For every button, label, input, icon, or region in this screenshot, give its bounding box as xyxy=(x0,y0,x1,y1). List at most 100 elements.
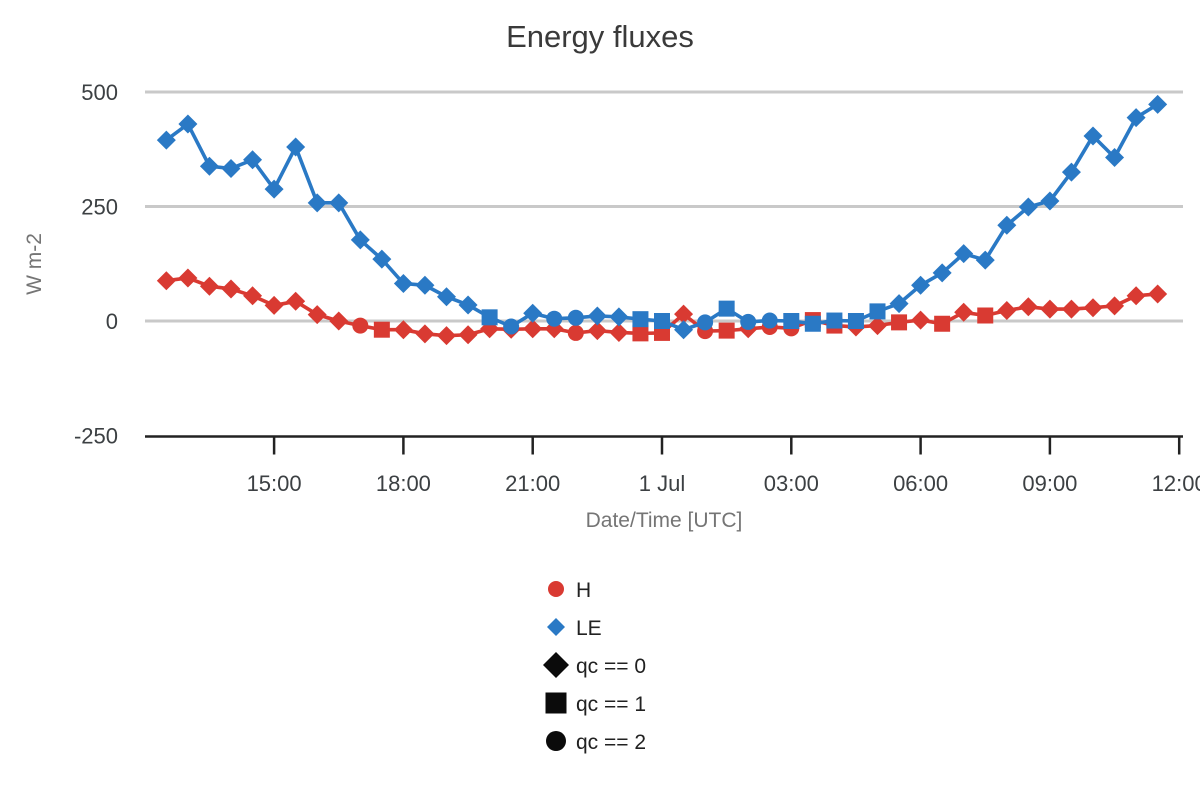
LE-point-10:00-qc0 xyxy=(1083,126,1103,146)
legend-item-qc-2: qc == 2 xyxy=(546,731,646,754)
LE-point-06:30-qc0 xyxy=(932,263,952,283)
LE-point-08:30-qc0 xyxy=(1018,197,1038,217)
H-point-09:00-qc0 xyxy=(1040,299,1060,319)
x-tick-label: 1 Jul xyxy=(639,471,685,496)
H-point-13:30-qc0 xyxy=(199,276,219,296)
y-tick-label: 250 xyxy=(81,195,118,220)
LE-point-20:30-qc2 xyxy=(503,318,520,335)
H-point-15:30-qc0 xyxy=(286,291,306,311)
H-point-15:00-qc0 xyxy=(264,295,284,315)
LE-point-14:30-qc0 xyxy=(243,150,263,170)
LE-point-05:30-qc0 xyxy=(889,294,909,314)
H-point-10:30-qc0 xyxy=(1105,296,1125,316)
y-tick-label: 500 xyxy=(81,80,118,105)
LE-point-18:00-qc0 xyxy=(393,273,413,293)
H-point-08:30-qc0 xyxy=(1018,297,1038,317)
x-tick-label: 15:00 xyxy=(247,471,302,496)
H-point-00:30-qc0 xyxy=(674,304,694,324)
legend-item-label: H xyxy=(576,579,591,602)
H-point-07:00-qc0 xyxy=(954,302,974,322)
LE-point-06:00-qc0 xyxy=(911,275,931,295)
H-point-17:00-qc2 xyxy=(352,317,369,334)
diamond-legend-marker-icon xyxy=(543,652,569,678)
LE-point-16:00-qc0 xyxy=(307,193,327,213)
H-point-07:30-qc1 xyxy=(977,307,994,324)
LE-point-07:00-qc0 xyxy=(954,244,974,264)
LE-point-02:00-qc2 xyxy=(740,313,757,330)
LE-point-13:00-qc0 xyxy=(178,114,198,134)
H-point-22:30-qc0 xyxy=(587,321,607,341)
LE-point-14:00-qc0 xyxy=(221,158,241,178)
H-point-23:00-qc0 xyxy=(609,322,629,342)
legend-item-label: LE xyxy=(576,617,602,640)
H-point-09:30-qc0 xyxy=(1061,299,1081,319)
legend-item-label: qc == 0 xyxy=(576,655,646,678)
H-point-01:30-qc1 xyxy=(718,322,735,339)
LE-point-21:00-qc0 xyxy=(523,303,543,323)
x-axis: 15:00 18:00 21:00 1 Jul 03:00 06:00 09:00 12:00 xyxy=(145,435,1200,496)
H-point-21:00-qc0 xyxy=(523,319,543,339)
LE-point-00:00-qc1 xyxy=(654,313,670,329)
LE-point-23:00-qc0 xyxy=(609,307,629,327)
x-tick-label: 06:00 xyxy=(893,471,948,496)
legend-item-label: qc == 2 xyxy=(576,731,646,754)
LE-point-22:30-qc0 xyxy=(587,306,607,326)
LE-point-09:30-qc0 xyxy=(1061,162,1081,182)
legend: H LE qc == 0 qc == 1 qc == 2 xyxy=(543,579,646,754)
legend-item-le: LE xyxy=(547,617,602,640)
legend-item-qc-1: qc == 1 xyxy=(545,692,646,716)
H-point-18:30-qc0 xyxy=(415,324,435,344)
series-LE xyxy=(156,94,1168,340)
LE-point-13:30-qc0 xyxy=(199,156,219,176)
x-tick-label: 18:00 xyxy=(376,471,431,496)
legend-item-h: H xyxy=(548,579,591,602)
diamond-legend-marker-icon xyxy=(547,618,565,636)
LE-point-08:00-qc0 xyxy=(997,215,1017,235)
legend-item-label: qc == 1 xyxy=(576,693,646,716)
y-tick-labels: 500 250 0 -250 xyxy=(74,80,118,449)
LE-point-09:00-qc0 xyxy=(1040,191,1060,211)
H-point-19:00-qc0 xyxy=(437,326,456,346)
H-point-08:00-qc0 xyxy=(997,300,1017,320)
H-point-12:30-qc0 xyxy=(156,271,176,291)
H-point-05:30-qc1 xyxy=(891,314,908,331)
legend-item-qc-0: qc == 0 xyxy=(543,652,646,678)
x-tick-label: 03:00 xyxy=(764,471,819,496)
LE-point-00:30-qc0 xyxy=(674,320,694,340)
LE-point-10:30-qc0 xyxy=(1105,147,1125,167)
LE-point-12:30-qc0 xyxy=(156,130,176,150)
circle-legend-marker-icon xyxy=(548,581,564,597)
LE-point-11:30-qc0 xyxy=(1148,94,1168,114)
chart-title: Energy fluxes xyxy=(506,19,694,54)
LE-point-03:00-qc1 xyxy=(783,313,800,329)
LE-point-03:30-qc1 xyxy=(804,315,821,332)
H-point-06:00-qc0 xyxy=(911,310,931,330)
LE-point-04:30-qc1 xyxy=(847,313,864,329)
LE-point-04:00-qc1 xyxy=(826,312,843,329)
LE-point-22:00-qc2 xyxy=(567,309,584,326)
LE-point-20:00-qc1 xyxy=(481,309,498,326)
square-legend-marker-icon xyxy=(545,692,567,714)
H-point-19:30-qc0 xyxy=(458,325,478,345)
circle-legend-marker-icon xyxy=(546,731,566,751)
plot-series xyxy=(156,94,1168,346)
y-tick-label: -250 xyxy=(74,424,118,449)
LE-point-19:30-qc0 xyxy=(458,295,478,315)
y-axis-title: W m-2 xyxy=(23,233,46,295)
LE-point-07:30-qc0 xyxy=(975,250,995,270)
H-point-23:30-qc1 xyxy=(632,325,649,342)
LE-point-02:30-qc2 xyxy=(761,312,778,329)
LE-point-01:30-qc1 xyxy=(718,300,735,317)
LE-line xyxy=(164,102,1160,332)
H-point-13:00-qc0 xyxy=(178,268,198,288)
H-point-16:30-qc0 xyxy=(329,311,349,331)
LE-point-17:30-qc0 xyxy=(372,249,392,269)
LE-point-18:30-qc0 xyxy=(415,275,435,295)
H-point-14:30-qc0 xyxy=(243,286,263,306)
H-point-11:30-qc0 xyxy=(1148,284,1168,304)
LE-point-05:00-qc1 xyxy=(869,303,886,320)
LE-point-01:00-qc2 xyxy=(697,314,714,331)
H-point-10:00-qc0 xyxy=(1083,298,1103,318)
